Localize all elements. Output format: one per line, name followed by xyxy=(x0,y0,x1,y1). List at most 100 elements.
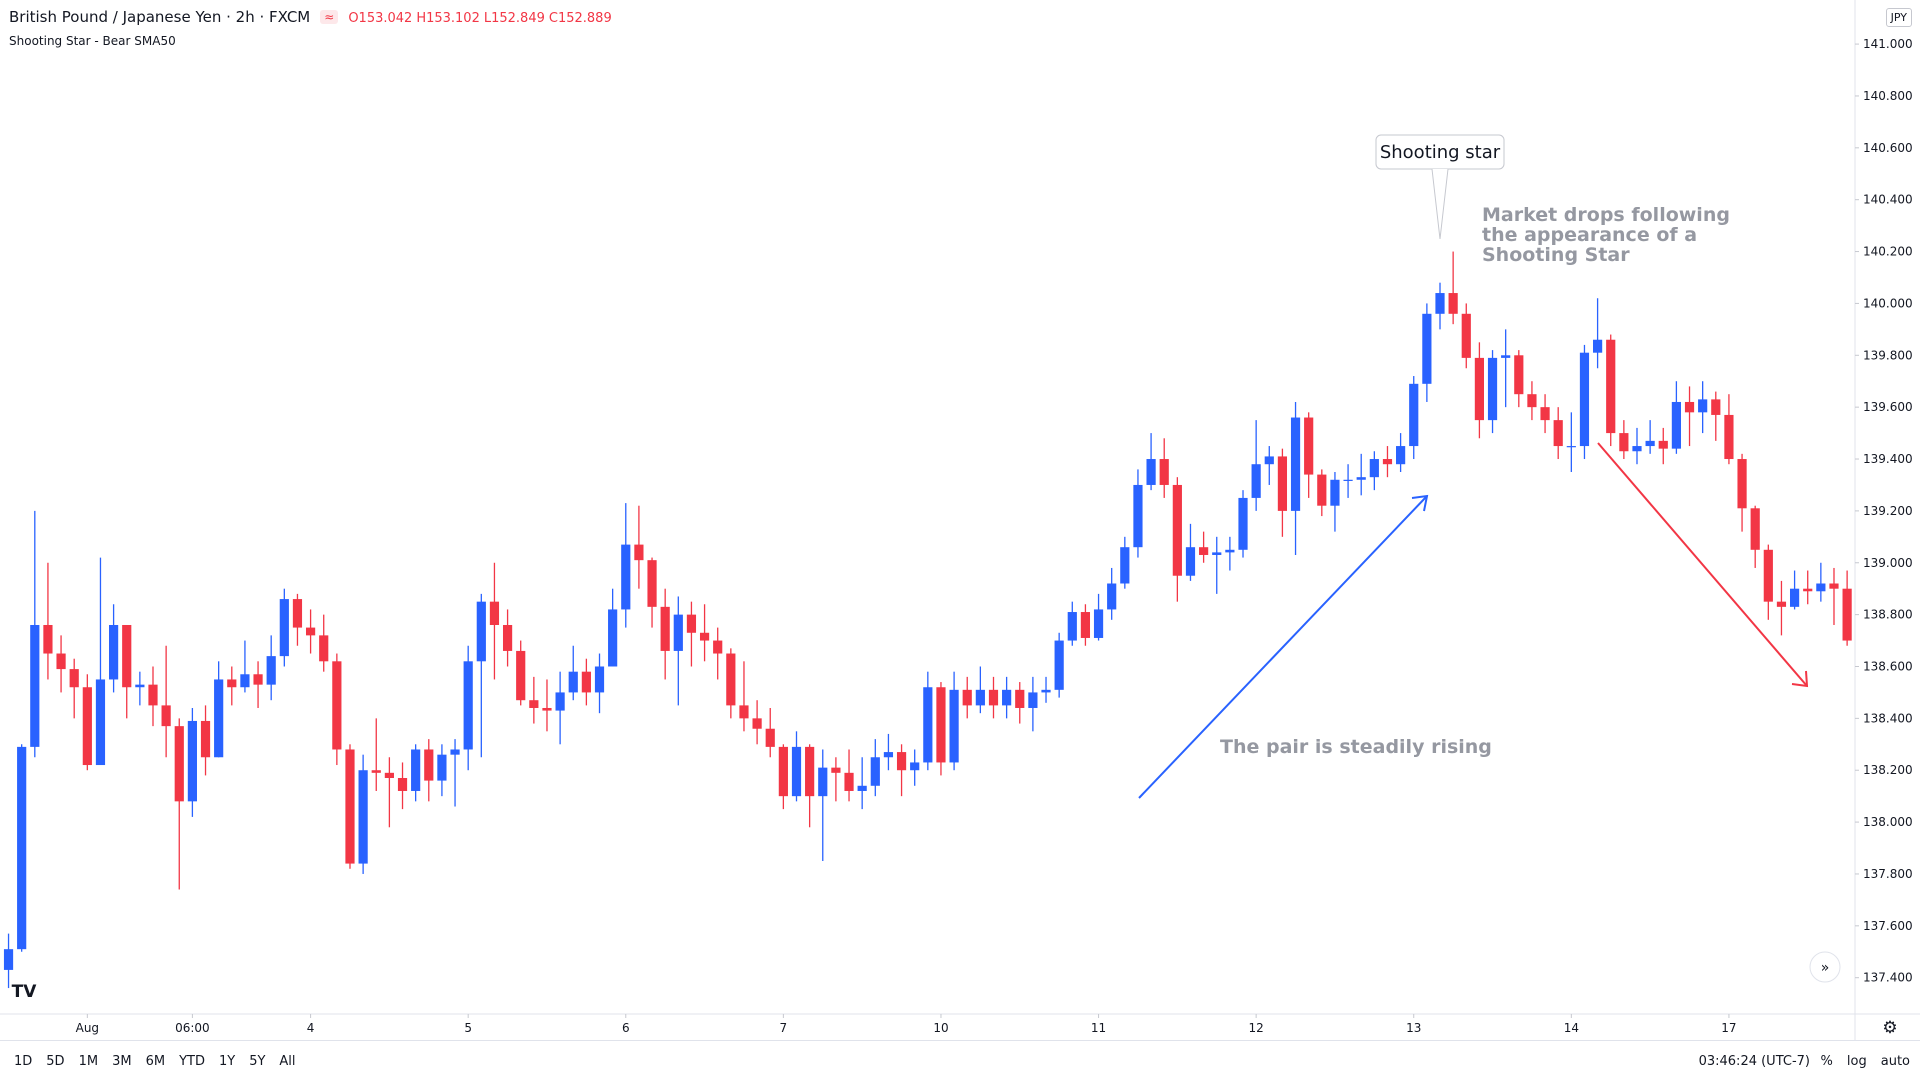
candle-body xyxy=(214,679,224,758)
x-tick-label: 12 xyxy=(1249,1021,1264,1035)
candle-body xyxy=(1461,313,1471,358)
y-tick-label: 139.600 xyxy=(1863,400,1913,414)
candle-body xyxy=(1015,689,1025,708)
candle-body xyxy=(227,679,237,688)
status-icon: ≈ xyxy=(320,10,339,24)
y-tick-label: 141.000 xyxy=(1863,37,1913,51)
candle-body xyxy=(1645,440,1655,447)
clock: 03:46:24 (UTC-7) xyxy=(1698,1053,1810,1069)
candle-body xyxy=(476,601,486,662)
settings-icon[interactable]: ⚙ xyxy=(1882,1018,1897,1038)
candle-body xyxy=(1776,601,1787,607)
scale-option[interactable]: auto xyxy=(1880,1053,1910,1069)
candle-body xyxy=(1107,583,1117,610)
candle-body xyxy=(30,624,40,747)
ohlc-value: H153.102 xyxy=(416,11,480,26)
y-tick-label: 139.200 xyxy=(1863,504,1913,518)
drop-note: the appearance of a xyxy=(1482,224,1697,246)
scroll-button[interactable] xyxy=(1809,951,1841,983)
candle-body xyxy=(1054,640,1064,690)
candle-body xyxy=(1133,484,1143,548)
candle-body xyxy=(805,746,815,797)
range-button[interactable]: All xyxy=(279,1053,296,1069)
candle-body xyxy=(752,718,762,729)
candle-body xyxy=(1527,394,1537,408)
candle-body xyxy=(1514,355,1524,395)
y-tick-label: 138.200 xyxy=(1863,763,1913,777)
candle-body xyxy=(1501,355,1511,358)
candle-body xyxy=(187,720,197,802)
candle-body xyxy=(1185,547,1196,576)
range-button[interactable]: 5Y xyxy=(249,1053,266,1069)
x-tick-label: 6 xyxy=(622,1021,630,1035)
y-tick-label: 139.800 xyxy=(1863,348,1913,362)
candle-body xyxy=(581,671,591,693)
candle-body xyxy=(371,770,381,773)
drop-arrow xyxy=(1597,442,1808,687)
x-tick-label: Aug xyxy=(76,1021,99,1035)
scale-option[interactable]: log xyxy=(1846,1053,1867,1069)
y-tick-label: 140.800 xyxy=(1863,89,1913,103)
candle-body xyxy=(962,689,972,706)
candle-body xyxy=(870,757,880,786)
candle-body xyxy=(148,684,158,706)
candle-body xyxy=(266,656,276,685)
candle-body xyxy=(1487,357,1498,421)
candle-body xyxy=(1146,459,1156,485)
y-tick-label: 138.400 xyxy=(1863,711,1913,725)
candle-body xyxy=(542,707,552,711)
range-button[interactable]: 5D xyxy=(46,1053,65,1069)
candle-body xyxy=(1369,459,1379,478)
candle-body xyxy=(319,635,329,662)
candle-body xyxy=(910,762,920,771)
candle-body xyxy=(200,720,211,758)
candle-body xyxy=(397,778,408,791)
candle-body xyxy=(1159,459,1169,485)
candle-body xyxy=(975,689,985,706)
candle-body xyxy=(424,749,434,781)
candle-body xyxy=(1212,552,1222,555)
scale-option[interactable]: % xyxy=(1820,1053,1833,1069)
candle-body xyxy=(1684,401,1695,413)
currency[interactable]: JPY xyxy=(1885,8,1912,27)
y-tick-label: 138.800 xyxy=(1863,608,1913,622)
candle-body xyxy=(1330,479,1340,506)
candle-body xyxy=(857,785,867,791)
candle-body xyxy=(778,746,788,797)
candle-body xyxy=(3,949,14,970)
candle-body xyxy=(896,752,907,771)
candle-body xyxy=(1028,692,1038,708)
range-button[interactable]: YTD xyxy=(179,1053,205,1069)
candle-body xyxy=(1264,456,1274,465)
candle-body xyxy=(1396,446,1406,465)
candle-body xyxy=(1842,588,1852,641)
y-tick-label: 140.200 xyxy=(1863,245,1913,259)
x-tick-label: 06:00 xyxy=(175,1021,210,1035)
range-button[interactable]: 1Y xyxy=(218,1053,236,1069)
y-tick-label: 138.600 xyxy=(1863,659,1913,673)
candle-body xyxy=(253,674,263,685)
candle-body xyxy=(818,767,828,797)
candle-body xyxy=(122,624,132,688)
candle-body xyxy=(1789,588,1800,607)
ohlc-value: L152.849 xyxy=(483,11,545,26)
range-button[interactable]: 6M xyxy=(145,1053,166,1069)
ohlc-value: O153.042 xyxy=(348,11,413,26)
candle-body xyxy=(1658,440,1668,449)
y-tick-label: 140.600 xyxy=(1863,141,1913,155)
candle-body xyxy=(411,749,421,791)
range-button[interactable]: 1D xyxy=(14,1053,33,1069)
candle-body xyxy=(1711,399,1721,415)
range-button[interactable]: 3M xyxy=(112,1053,132,1069)
toolbar: 1D 5D 1M 3M 6M YTD 1Y 5Y All 03:46:24 (UTC-7) % lo… xyxy=(0,1040,1920,1081)
candle-body xyxy=(489,601,500,625)
candle-body xyxy=(1238,497,1248,550)
scroll-icon[interactable]: » xyxy=(1821,960,1830,976)
candle-body xyxy=(1619,433,1629,452)
candle-body xyxy=(739,705,749,719)
candle-body xyxy=(726,653,736,706)
range-button[interactable]: 1M xyxy=(78,1053,99,1069)
candle-body xyxy=(1698,399,1708,413)
candle-body xyxy=(1343,479,1353,481)
